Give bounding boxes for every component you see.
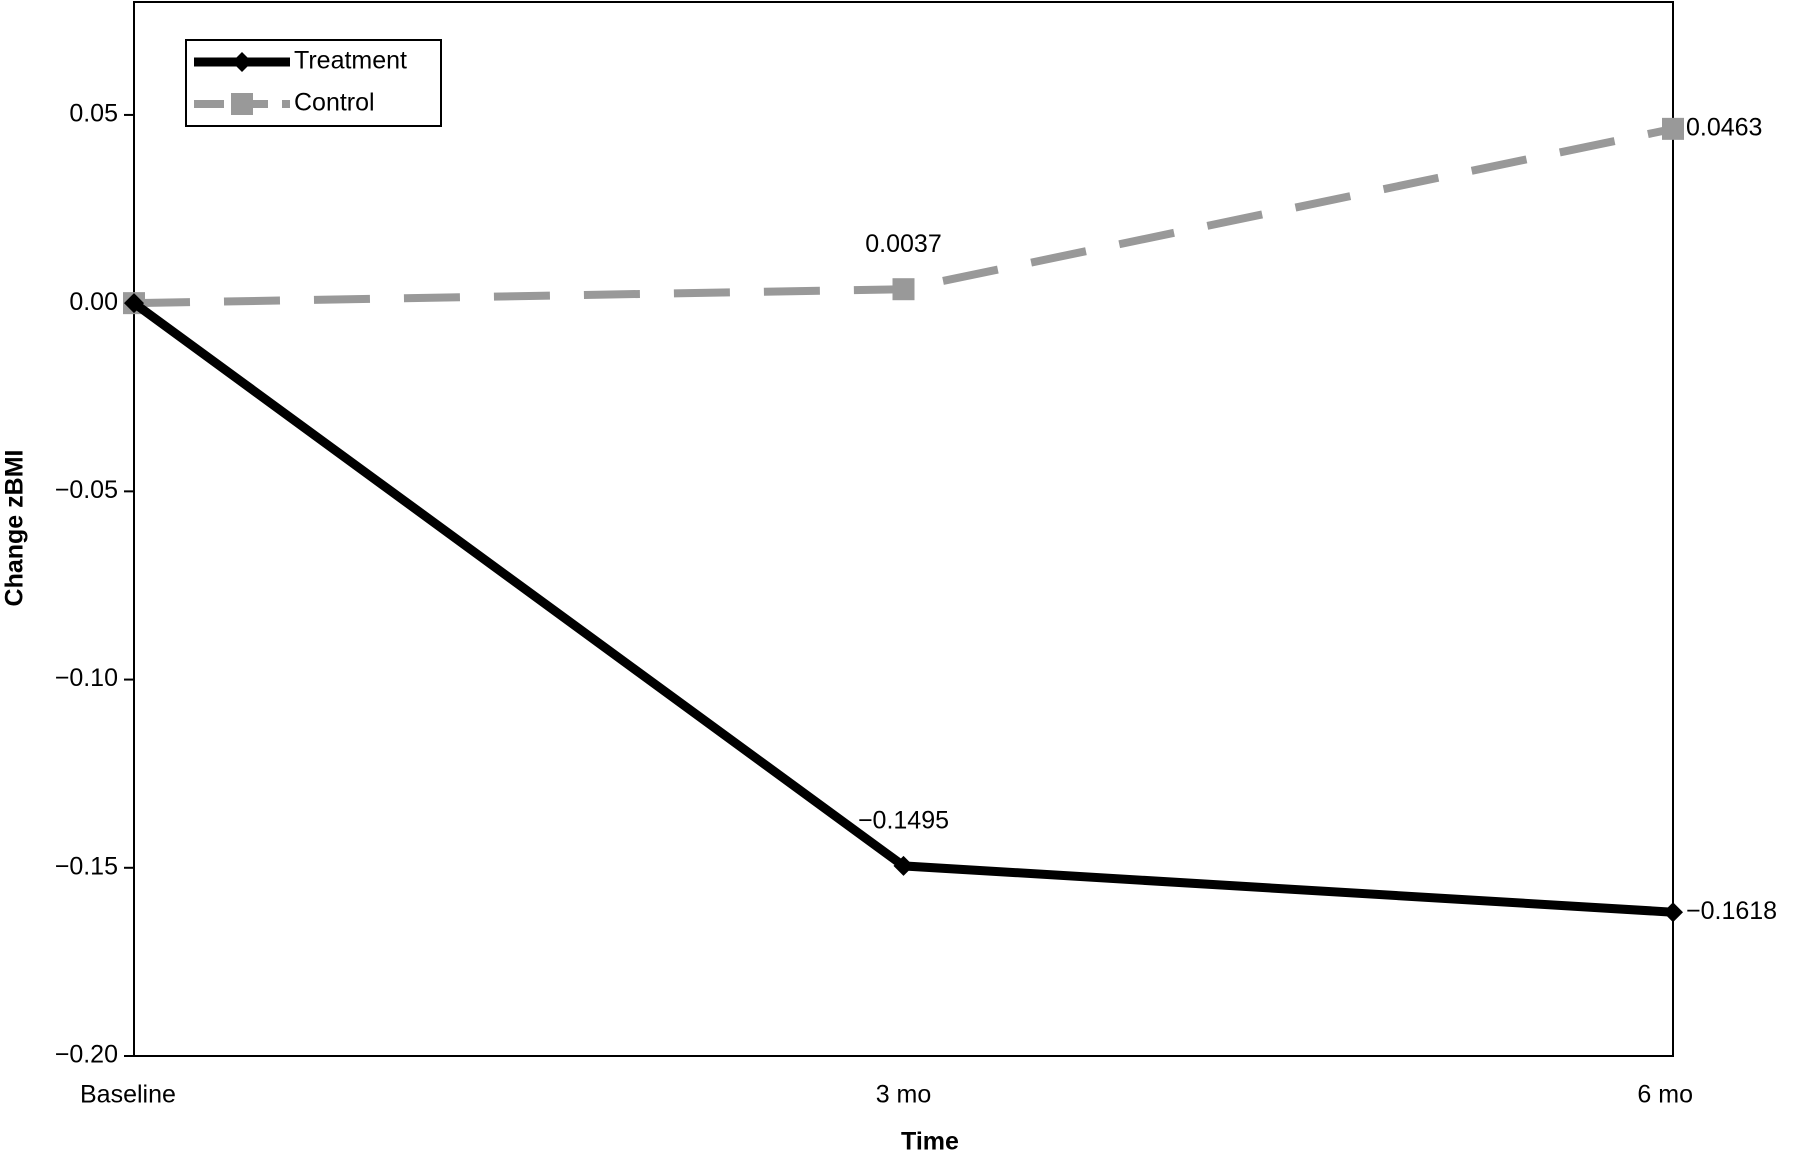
marker <box>1663 902 1683 923</box>
y-tick-label: −0.10 <box>55 664 118 692</box>
data-label: 0.0037 <box>865 230 941 258</box>
legend-label: Treatment <box>294 47 407 75</box>
x-tick-label: 6 mo <box>1637 1081 1693 1109</box>
y-tick-label: −0.20 <box>55 1041 118 1069</box>
y-tick-label: 0.00 <box>69 288 118 316</box>
legend-label: Control <box>294 89 375 117</box>
marker <box>231 93 253 115</box>
marker <box>893 855 914 876</box>
legend-box <box>185 39 442 127</box>
marker <box>124 293 144 314</box>
data-label: −0.1495 <box>858 807 949 835</box>
plot-frame <box>133 1 1674 1057</box>
y-axis-label: Change zBMI <box>1 450 29 607</box>
x-axis-label: Time <box>901 1128 959 1156</box>
marker <box>232 52 252 72</box>
y-tick-label: −0.15 <box>55 852 118 880</box>
series: −0.1495 −0.1618 <box>124 293 1777 925</box>
marker <box>892 278 915 301</box>
data-label: 0.0463 <box>1686 113 1762 141</box>
series: 0.0037 0.0463 <box>123 113 1762 315</box>
x-tick-label: Baseline <box>80 1081 176 1109</box>
line <box>133 124 1674 308</box>
marker <box>1662 117 1684 140</box>
y-tick-label: −0.05 <box>55 476 118 504</box>
data-label: −0.1618 <box>1686 897 1777 925</box>
x-tick-label: 3 mo <box>876 1081 932 1109</box>
y-tick-label: 0.05 <box>69 100 118 128</box>
legend: Treatment Control <box>185 39 442 127</box>
